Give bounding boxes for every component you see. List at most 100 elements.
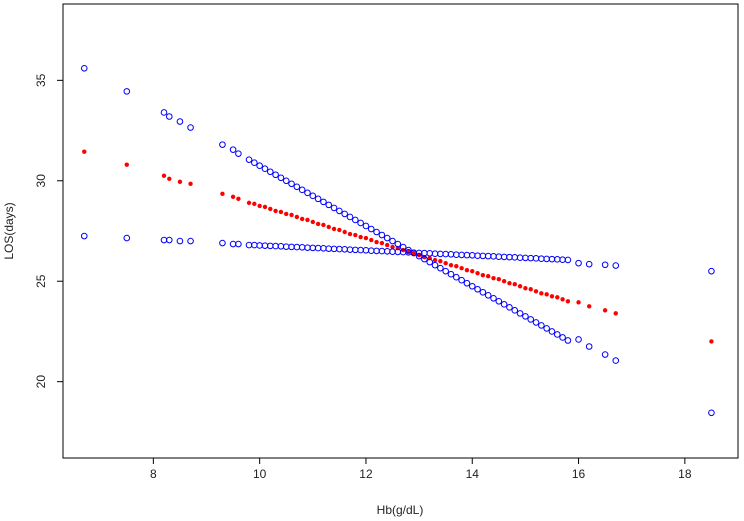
- data-point: [261, 242, 269, 249]
- data-point: [272, 171, 279, 179]
- data-point: [463, 279, 471, 287]
- data-point: [576, 300, 581, 305]
- data-point: [399, 243, 407, 251]
- data-point: [273, 208, 278, 214]
- data-point: [330, 204, 338, 212]
- data-point: [548, 255, 556, 263]
- data-point: [470, 268, 475, 274]
- data-point: [501, 279, 507, 284]
- data-point: [565, 299, 571, 304]
- data-point: [442, 267, 449, 275]
- data-point: [479, 252, 487, 260]
- data-point: [245, 156, 253, 163]
- data-point: [442, 250, 449, 258]
- data-point: [549, 294, 555, 299]
- data-point: [245, 241, 253, 249]
- data-point: [262, 204, 268, 210]
- data-point: [341, 210, 348, 218]
- data-point: [516, 254, 524, 262]
- x-tick-label: 18: [678, 467, 692, 481]
- data-point: [256, 162, 263, 170]
- data-point: [337, 227, 342, 233]
- data-point: [314, 244, 322, 252]
- data-point: [390, 244, 395, 250]
- data-point: [485, 273, 491, 279]
- x-tick-label: 10: [253, 467, 267, 481]
- data-point: [601, 261, 609, 269]
- data-point: [453, 251, 460, 259]
- data-point: [367, 247, 375, 254]
- data-point: [708, 409, 715, 417]
- data-point: [331, 226, 337, 232]
- data-point: [495, 253, 503, 261]
- data-point: [80, 232, 88, 240]
- series-3: [80, 232, 715, 275]
- data-point: [507, 281, 512, 286]
- data-point: [266, 242, 274, 250]
- data-point: [475, 270, 480, 276]
- data-point: [575, 259, 582, 267]
- data-point: [484, 252, 492, 260]
- data-point: [416, 252, 422, 258]
- data-point: [490, 253, 497, 260]
- data-point: [176, 118, 184, 125]
- data-point: [527, 254, 535, 262]
- data-point: [336, 245, 343, 253]
- x-tick-label: 12: [359, 467, 373, 481]
- data-point: [613, 311, 618, 316]
- data-point: [511, 254, 519, 261]
- data-point: [383, 247, 391, 255]
- data-point: [353, 232, 358, 238]
- data-point: [315, 221, 321, 227]
- data-point: [458, 276, 465, 284]
- data-point: [309, 244, 317, 252]
- data-point: [160, 236, 168, 244]
- data-point: [517, 284, 523, 289]
- data-point: [288, 180, 295, 188]
- data-point: [326, 224, 331, 230]
- data-point: [256, 242, 263, 249]
- data-point: [491, 276, 496, 281]
- data-point: [602, 308, 608, 313]
- data-point: [585, 343, 593, 350]
- data-point: [468, 282, 476, 290]
- data-point: [220, 191, 225, 197]
- data-point: [389, 237, 396, 245]
- data-point: [176, 237, 184, 245]
- data-point: [533, 289, 539, 294]
- data-point: [282, 177, 290, 185]
- data-point: [298, 243, 306, 251]
- data-point: [585, 260, 593, 268]
- data-point: [304, 244, 311, 251]
- data-point: [304, 189, 311, 197]
- data-point: [709, 339, 714, 344]
- series-2: [80, 64, 715, 417]
- x-axis-title: Hb(g/dL): [377, 503, 424, 517]
- data-point: [454, 263, 459, 269]
- data-point: [362, 246, 370, 254]
- data-point: [305, 217, 310, 223]
- x-tick-label: 14: [466, 467, 480, 481]
- data-point: [394, 240, 402, 248]
- data-point: [500, 301, 508, 308]
- data-point: [522, 313, 529, 320]
- data-point: [278, 209, 284, 215]
- data-point: [438, 258, 443, 264]
- data-point: [373, 247, 380, 255]
- data-point: [358, 234, 363, 240]
- data-point: [523, 286, 528, 291]
- data-point: [252, 201, 257, 207]
- data-point: [346, 213, 354, 221]
- data-point: [187, 237, 194, 245]
- data-point: [374, 239, 379, 245]
- y-axis-title: LOS(days): [2, 202, 16, 259]
- data-point: [309, 192, 317, 200]
- data-point: [362, 222, 370, 230]
- data-point: [559, 256, 566, 264]
- data-point: [458, 251, 465, 259]
- data-point: [500, 253, 508, 261]
- data-point: [293, 243, 301, 251]
- data-point: [165, 236, 173, 244]
- data-point: [459, 265, 464, 271]
